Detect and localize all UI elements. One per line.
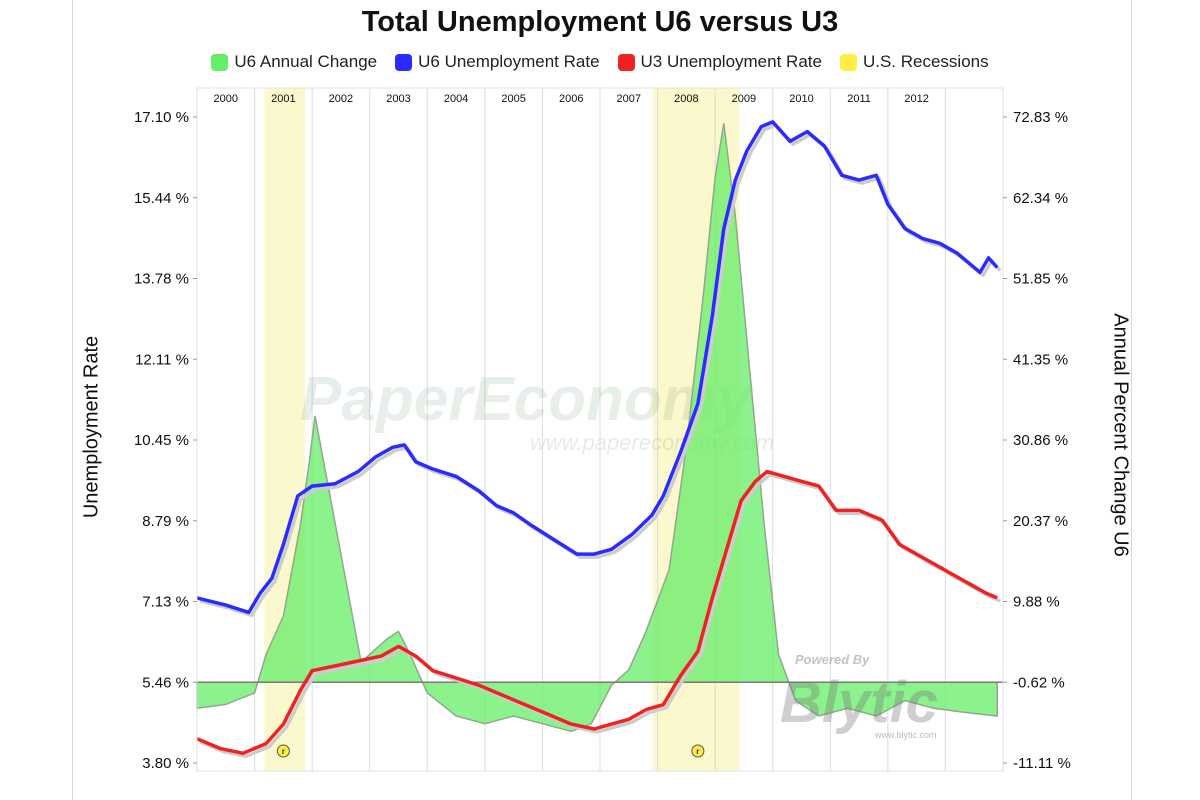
tick-label-right: 62.34 %: [1013, 190, 1068, 207]
tick-label-right: 72.83 %: [1013, 109, 1068, 126]
legend-label: U.S. Recessions: [862, 52, 989, 71]
tick-label-left: 5.46 %: [142, 674, 189, 691]
year-label-2003: 2003: [386, 93, 410, 105]
year-label-2012: 2012: [904, 93, 928, 105]
tick-label-left: 17.10 %: [134, 109, 189, 126]
u3-rate-line: [196, 469, 998, 756]
tick-label-right: -11.11 %: [1013, 755, 1071, 772]
rate-lines: [196, 120, 1002, 759]
tick-label-left: 12.11 %: [135, 351, 189, 368]
year-label-2005: 2005: [501, 93, 525, 105]
legend-swatch-icon: [839, 53, 857, 71]
powered-brand-text: Blytic: [780, 670, 938, 735]
year-label-2011: 2011: [847, 93, 871, 105]
legend-swatch-icon: [395, 53, 413, 71]
year-label-2001: 2001: [271, 93, 295, 105]
legend-label: U6 Annual Change: [234, 52, 378, 71]
powered-by-text: Powered By: [795, 652, 870, 667]
u6-rate-line: [196, 120, 999, 615]
year-label-2004: 2004: [444, 93, 468, 105]
legend-label: U6 Unemployment Rate: [418, 52, 600, 71]
legend-item-u3-rate[interactable]: U3 Unemployment Rate: [617, 52, 822, 72]
watermark-brand: PaperEconomy: [300, 365, 755, 434]
tick-label-right: 51.85 %: [1013, 271, 1068, 288]
year-label-2010: 2010: [789, 93, 813, 105]
year-label-2006: 2006: [559, 93, 583, 105]
legend-label: U3 Unemployment Rate: [640, 52, 822, 71]
axes: 17.10 % 15.44 % 13.78 % 12.11 % 10.45 % 8.79 …: [134, 87, 1071, 772]
year-label-2008: 2008: [674, 93, 698, 105]
chart-title: Total Unemployment U6 versus U3: [361, 6, 839, 38]
legend-swatch-icon: [211, 53, 229, 71]
recession-marker-label: r: [282, 747, 285, 756]
tick-label-right: 9.88 %: [1013, 594, 1060, 611]
legend-item-u6-rate[interactable]: U6 Unemployment Rate: [395, 52, 600, 72]
legend-item-recessions[interactable]: U.S. Recessions: [839, 52, 989, 72]
recession-marker-1: [276, 744, 290, 758]
legend-item-u6-annual-change[interactable]: U6 Annual Change: [211, 52, 377, 72]
recession-marker-2: [691, 744, 705, 758]
tick-label-left: 3.80 %: [142, 755, 189, 772]
year-label-2009: 2009: [732, 93, 756, 105]
year-label-2000: 2000: [214, 93, 238, 105]
legend-swatch-icon: [617, 53, 635, 71]
chart-frame: [72, 0, 1132, 800]
tick-label-left: 7.13 %: [142, 594, 189, 611]
powered-url-text: www.blytic.com: [874, 730, 937, 740]
chart-legend: U6 Annual Change U6 Unemployment Rate U3…: [0, 52, 1200, 72]
tick-label-right: 30.86 %: [1013, 432, 1068, 449]
powered-by-watermark: Powered By Blytic www.blytic.com: [780, 652, 938, 740]
plot-border: [196, 87, 1004, 772]
recession-marker-label: r: [696, 747, 699, 756]
tick-label-left: 13.78 %: [134, 271, 189, 288]
year-label-2002: 2002: [329, 93, 353, 105]
year-label-2007: 2007: [617, 93, 641, 105]
tick-label-left: 15.44 %: [134, 190, 189, 207]
tick-label-right: 20.37 %: [1013, 513, 1068, 530]
tick-label-left: 10.45 %: [134, 432, 189, 449]
tick-label-right: 41.35 %: [1013, 351, 1068, 368]
tick-label-right: -0.62 %: [1013, 674, 1065, 691]
tick-label-left: 8.79 %: [142, 513, 189, 530]
